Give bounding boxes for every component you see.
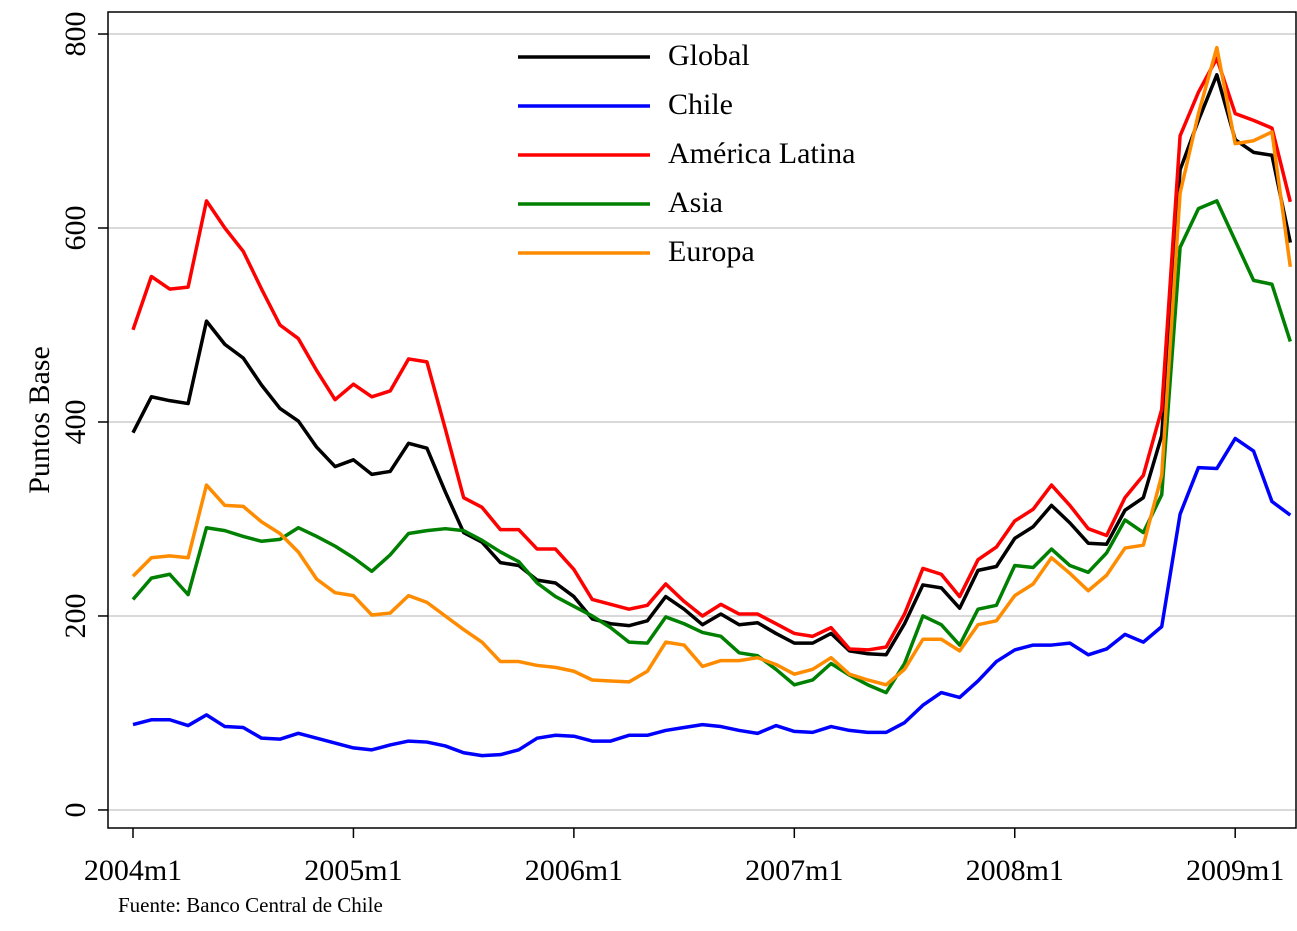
x-tick-label: 2004m1 — [84, 854, 182, 887]
y-tick-label: 800 — [59, 12, 92, 57]
x-tick-label: 2008m1 — [966, 854, 1064, 887]
legend-label: Europa — [668, 235, 755, 268]
x-tick-label: 2006m1 — [525, 854, 623, 887]
source-note: Fuente: Banco Central de Chile — [118, 893, 383, 917]
legend-label: América Latina — [668, 137, 855, 170]
series-line — [131, 56, 1293, 652]
series-line — [131, 73, 1293, 657]
plot-frame — [107, 11, 1297, 829]
y-axis-label: Puntos Base — [23, 346, 56, 494]
y-tick-label: 600 — [59, 206, 92, 251]
y-tick-label: 0 — [59, 802, 92, 817]
series-line — [132, 436, 1292, 758]
series-line — [131, 45, 1293, 687]
legend-label: Global — [668, 39, 750, 72]
series-line — [131, 199, 1292, 695]
x-tick-label: 2009m1 — [1186, 854, 1284, 887]
y-tick-label: 200 — [59, 593, 92, 638]
y-tick-label: 400 — [59, 399, 92, 444]
x-tick-label: 2007m1 — [745, 854, 843, 887]
x-tick-label: 2005m1 — [304, 854, 402, 887]
legend-label: Asia — [668, 186, 723, 219]
legend-label: Chile — [668, 88, 733, 121]
